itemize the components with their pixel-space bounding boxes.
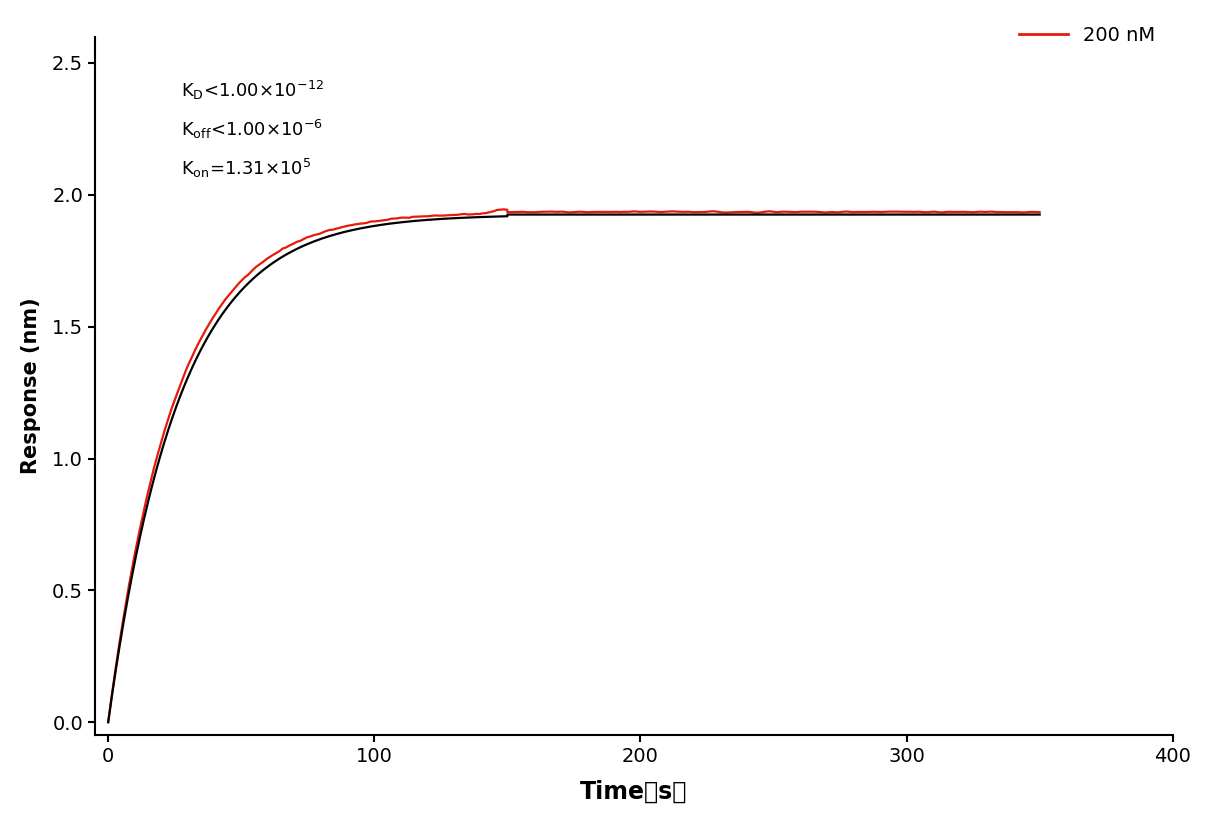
Text: K$_{\rm D}$<1.00×10$^{-12}$
K$_{\rm off}$<1.00×10$^{-6}$
K$_{\rm on}$=1.31×10$^{: K$_{\rm D}$<1.00×10$^{-12}$ K$_{\rm off}… [181, 78, 324, 181]
X-axis label: Time（s）: Time（s） [581, 780, 687, 804]
Y-axis label: Response (nm): Response (nm) [21, 298, 41, 474]
Legend: 200 nM: 200 nM [1011, 18, 1164, 53]
